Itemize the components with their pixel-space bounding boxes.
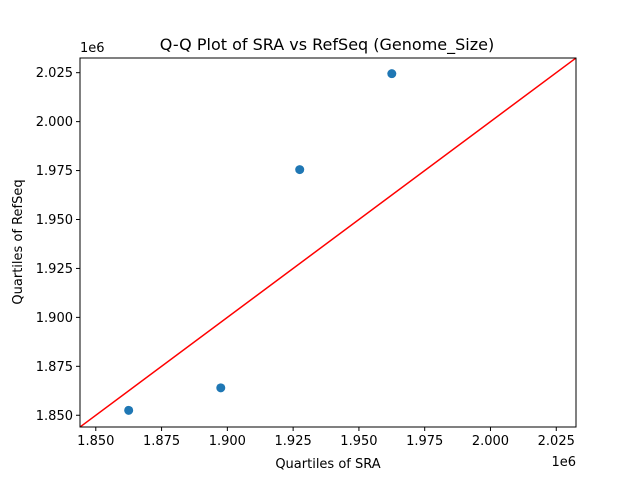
reference-line	[80, 58, 576, 427]
y-tick-label: 1.975	[36, 164, 73, 179]
x-tick-label: 2.000	[472, 434, 509, 449]
y-tick-label: 2.000	[36, 115, 73, 130]
plot-frame	[79, 57, 577, 428]
y-tick-label: 1.925	[36, 262, 73, 277]
x-tick-label: 1.925	[275, 434, 312, 449]
y-offset-label: 1e6	[80, 41, 105, 56]
y-tick-label: 2.025	[36, 66, 73, 81]
plot-area	[80, 58, 576, 427]
data-point	[387, 69, 397, 79]
x-axis-label: Quartiles of SRA	[275, 457, 380, 472]
y-axis-label: Quartiles of RefSeq	[11, 179, 26, 304]
y-tick-label: 1.900	[36, 311, 73, 326]
x-tick-label: 2.025	[538, 434, 575, 449]
x-offset-label: 1e6	[551, 455, 576, 470]
y-tick-label: 1.850	[36, 409, 73, 424]
x-tick-label: 1.850	[77, 434, 114, 449]
x-tick-label: 1.875	[143, 434, 180, 449]
y-tick-label: 1.950	[36, 213, 73, 228]
x-tick-label: 1.975	[406, 434, 443, 449]
x-tick-label: 1.900	[209, 434, 246, 449]
data-point	[295, 165, 305, 175]
data-point	[124, 405, 134, 415]
x-tick-label: 1.950	[340, 434, 377, 449]
y-axis: 1.850 1.875 1.900 1.925 1.950 1.975 2.000 2.025	[36, 66, 80, 424]
chart-title: Q-Q Plot of SRA vs RefSeq (Genome_Size)	[160, 35, 494, 55]
data-point	[216, 383, 226, 393]
y-tick-label: 1.875	[36, 360, 73, 375]
x-axis: 1.850 1.875 1.900 1.925 1.950 1.975 2.000 2.025	[77, 427, 575, 449]
